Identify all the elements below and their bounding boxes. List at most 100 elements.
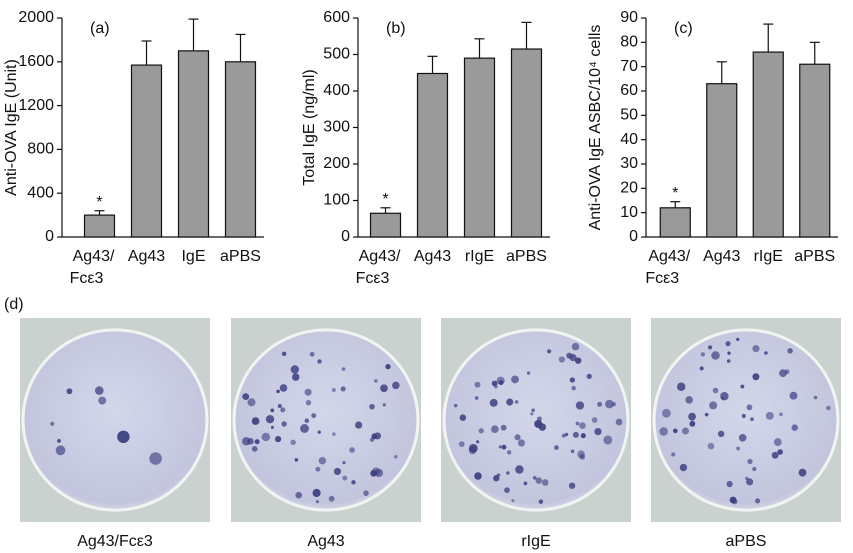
- spot: [721, 396, 725, 400]
- spot: [311, 413, 317, 419]
- spot: [270, 408, 275, 413]
- spot: [531, 408, 536, 413]
- photo-caption: aPBS: [726, 533, 767, 550]
- spot: [370, 470, 377, 477]
- well-photo: [441, 318, 631, 522]
- spot: [294, 458, 299, 462]
- spot: [514, 434, 521, 441]
- spot: [500, 424, 507, 431]
- spot: [458, 441, 465, 447]
- x-tick-label: aPBS: [794, 248, 835, 265]
- spot: [532, 476, 537, 480]
- x-tick-label: Ag43: [128, 248, 165, 265]
- spot: [382, 403, 386, 407]
- spot: [291, 373, 300, 381]
- spot: [773, 438, 782, 446]
- y-tick-label: 20: [620, 180, 638, 197]
- y-tick-label: 800: [27, 141, 54, 158]
- bar: [416, 72, 449, 238]
- spot: [746, 478, 754, 486]
- spot: [242, 393, 250, 401]
- x-tick-label: aPBS: [506, 248, 547, 265]
- spot: [689, 420, 696, 427]
- spot: [726, 359, 731, 363]
- spot: [515, 465, 524, 474]
- spot: [369, 403, 375, 410]
- spot: [496, 376, 505, 385]
- spot: [514, 400, 519, 404]
- panel-label: (a): [90, 20, 110, 37]
- spot: [55, 445, 66, 456]
- spot: [501, 444, 507, 450]
- spot: [511, 375, 519, 384]
- spot: [498, 445, 502, 449]
- y-tick-label: 60: [620, 82, 638, 99]
- spot: [261, 432, 271, 442]
- spot: [765, 411, 774, 420]
- spot: [94, 386, 104, 395]
- spot: [371, 433, 378, 440]
- panel-label: (c): [674, 20, 693, 37]
- spot: [328, 495, 335, 502]
- x-tick-label: Ag43/Fcε3: [356, 248, 401, 287]
- spot: [727, 351, 731, 355]
- spot: [274, 436, 282, 443]
- spot: [826, 405, 831, 411]
- spot: [720, 391, 729, 401]
- x-tick-label: Ag43/Fcε3: [70, 248, 115, 287]
- spot: [489, 398, 498, 407]
- spot: [304, 388, 312, 396]
- spot: [813, 395, 818, 400]
- spot: [736, 337, 740, 341]
- y-tick-label: 30: [620, 155, 638, 172]
- spot: [564, 432, 569, 437]
- spot: [476, 440, 480, 444]
- spot: [374, 379, 378, 383]
- spot: [541, 479, 549, 486]
- spot: [149, 452, 162, 465]
- spot: [798, 468, 807, 477]
- spot: [571, 342, 580, 351]
- spot: [333, 467, 342, 475]
- spot: [605, 399, 614, 409]
- x-tick-label: aPBS: [220, 248, 261, 265]
- spot: [276, 389, 280, 394]
- spot: [789, 391, 798, 400]
- spot: [558, 356, 566, 363]
- spot: [332, 432, 336, 436]
- spot: [752, 345, 760, 353]
- y-tick-label: 0: [629, 228, 638, 245]
- spot: [474, 381, 481, 388]
- spot: [779, 369, 787, 378]
- spot: [750, 417, 754, 421]
- spot: [280, 407, 286, 413]
- spot: [791, 424, 798, 431]
- spot: [709, 401, 718, 410]
- spot: [341, 367, 346, 371]
- spot: [504, 487, 510, 494]
- spot: [385, 363, 391, 370]
- spot: [474, 396, 479, 400]
- spot: [575, 401, 585, 410]
- spot: [538, 499, 544, 504]
- x-tick-label: rIgE: [754, 248, 783, 265]
- spot: [577, 450, 585, 458]
- y-tick-label: 200: [323, 155, 350, 172]
- spot: [57, 438, 61, 443]
- spot: [506, 471, 510, 475]
- y-tick-label: 400: [323, 82, 350, 99]
- spot: [574, 357, 582, 364]
- y-tick-label: 10: [620, 204, 638, 221]
- spot: [699, 366, 704, 371]
- y-axis-label: Total IgE (ng/ml): [301, 69, 318, 185]
- spot: [597, 401, 603, 407]
- well-photo: [20, 318, 210, 522]
- y-tick-label: 40: [620, 131, 638, 148]
- well: [442, 328, 630, 512]
- spot: [242, 437, 251, 446]
- spot: [676, 382, 686, 391]
- spot: [305, 399, 312, 406]
- spot: [740, 384, 745, 389]
- spot: [681, 427, 690, 435]
- x-tick-label: Ag43/Fcε3: [645, 248, 690, 287]
